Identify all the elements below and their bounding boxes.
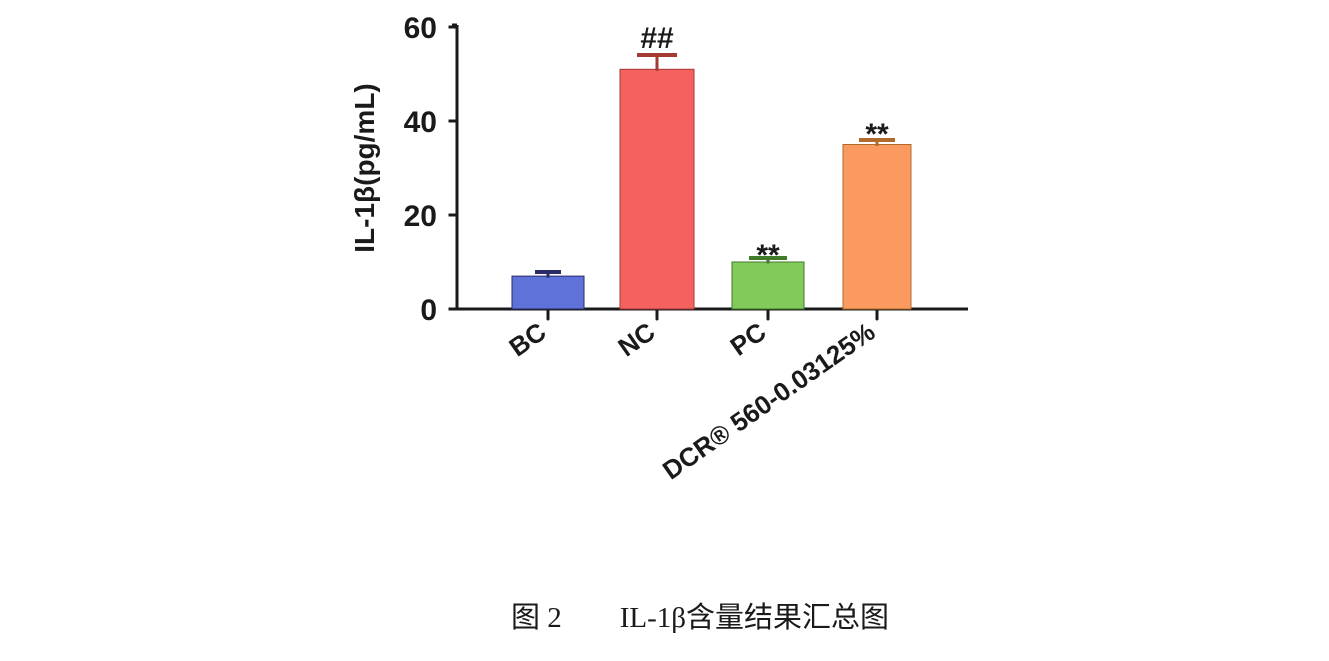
svg-text:##: ##: [640, 22, 674, 55]
svg-text:20: 20: [404, 200, 437, 233]
svg-text:BC: BC: [503, 316, 551, 362]
svg-text:图 2 IL-1β含量结果汇总图: 图 2 IL-1β含量结果汇总图: [511, 601, 889, 634]
svg-text:IL-1β(pg/mL): IL-1β(pg/mL): [349, 83, 380, 253]
svg-text:**: **: [756, 239, 780, 272]
svg-text:0: 0: [420, 294, 437, 327]
svg-text:PC: PC: [725, 316, 772, 361]
svg-text:60: 60: [404, 12, 437, 45]
svg-text:40: 40: [404, 106, 437, 139]
svg-text:NC: NC: [612, 316, 660, 362]
svg-text:**: **: [865, 118, 889, 151]
